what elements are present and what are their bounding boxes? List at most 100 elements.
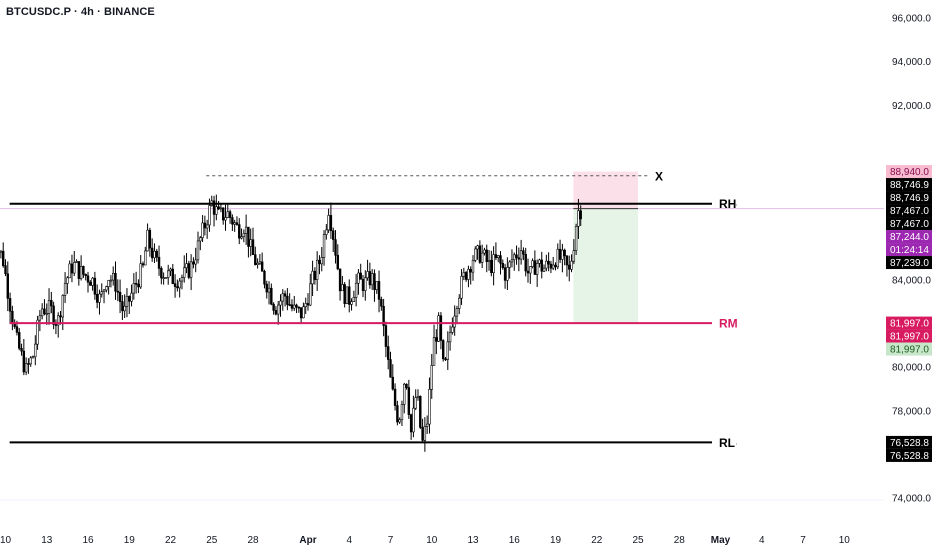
candle [0, 250, 3, 259]
axis-price-label: 81,997.0 [886, 342, 932, 356]
candle-body [366, 271, 369, 279]
candle-body [503, 267, 507, 281]
candle-body [437, 315, 440, 342]
candle [203, 215, 207, 236]
candle [380, 296, 383, 311]
x-tick-label: 22 [165, 535, 177, 546]
axis-price-label-text: 87,244.0 [890, 232, 929, 243]
candle [4, 259, 7, 277]
candle [290, 299, 294, 312]
candle-body [403, 383, 406, 405]
candle [416, 389, 420, 401]
candle [522, 247, 525, 261]
candle-body [98, 293, 101, 303]
candle [22, 338, 26, 376]
candle-body [277, 304, 280, 315]
candle-body [123, 305, 126, 312]
candle [148, 227, 152, 257]
candle [118, 279, 122, 314]
candle-body [47, 300, 51, 314]
candle-body [75, 261, 78, 263]
candle [368, 262, 372, 289]
candle-body [458, 297, 461, 309]
candle [121, 295, 124, 321]
level-dot: · [735, 438, 738, 448]
candle-body [212, 200, 216, 215]
candle [171, 263, 174, 285]
candle-body [325, 229, 328, 235]
candle-body [29, 357, 32, 365]
candle-body [24, 363, 28, 373]
candle [503, 263, 507, 289]
candle [547, 252, 550, 272]
candle [63, 272, 67, 304]
candle [430, 353, 433, 399]
x-tick-label: 13 [467, 535, 479, 546]
candle-body [538, 259, 541, 264]
candle [318, 255, 321, 275]
candle [178, 278, 181, 298]
candle [570, 254, 573, 273]
candle-body [350, 301, 353, 305]
y-tick-label: 94,000.0 [892, 57, 931, 68]
candle [370, 269, 374, 290]
candles [0, 194, 582, 452]
candle-body [288, 304, 291, 306]
candle-body [471, 260, 475, 273]
candle-body [176, 286, 179, 289]
candle-body [412, 407, 415, 433]
candle [490, 250, 493, 277]
candle-body [464, 272, 468, 280]
candle [66, 276, 69, 294]
candle [373, 269, 376, 302]
candle-body [61, 295, 64, 318]
x-tick-label: May [711, 535, 731, 546]
candle-body [272, 303, 275, 311]
x-tick-label: 28 [674, 535, 686, 546]
axis-price-label: 76,528.8 [886, 448, 932, 462]
candle-body [2, 250, 5, 266]
candle [235, 216, 239, 226]
candle [146, 223, 149, 252]
candle-body [27, 363, 30, 365]
candle-body [79, 266, 83, 279]
candle [460, 269, 463, 305]
candle [458, 294, 461, 315]
candle-body [112, 273, 115, 281]
candle [31, 355, 35, 359]
candle [295, 303, 298, 314]
candle-body [144, 250, 147, 266]
axis-price-label-text: 87,239.0 [890, 258, 929, 269]
candle [526, 258, 530, 283]
candle-body [244, 226, 248, 234]
candle [336, 244, 339, 271]
candle [212, 195, 216, 227]
candle-body [519, 250, 523, 260]
axis-price-label-bg [886, 191, 932, 205]
candle [249, 228, 252, 257]
candle [387, 335, 390, 370]
candle [432, 324, 436, 366]
candle-body [233, 222, 236, 225]
candle-body [107, 280, 110, 287]
candle [150, 238, 154, 262]
candle-body [70, 263, 74, 274]
candle-body [141, 263, 145, 266]
candle [538, 258, 541, 268]
candle [79, 255, 83, 281]
candle-body [483, 249, 486, 254]
candle-body [205, 224, 209, 229]
candle [357, 269, 360, 295]
candle-body [226, 211, 229, 218]
candle-body [414, 397, 417, 409]
candle-body [428, 389, 431, 425]
candle-body [341, 284, 344, 292]
axis-price-label: 87,467.0 [886, 204, 932, 218]
candle-body [279, 300, 282, 306]
candle [513, 252, 516, 271]
candle-body [561, 249, 564, 260]
candle [270, 283, 273, 306]
candle [497, 255, 500, 263]
